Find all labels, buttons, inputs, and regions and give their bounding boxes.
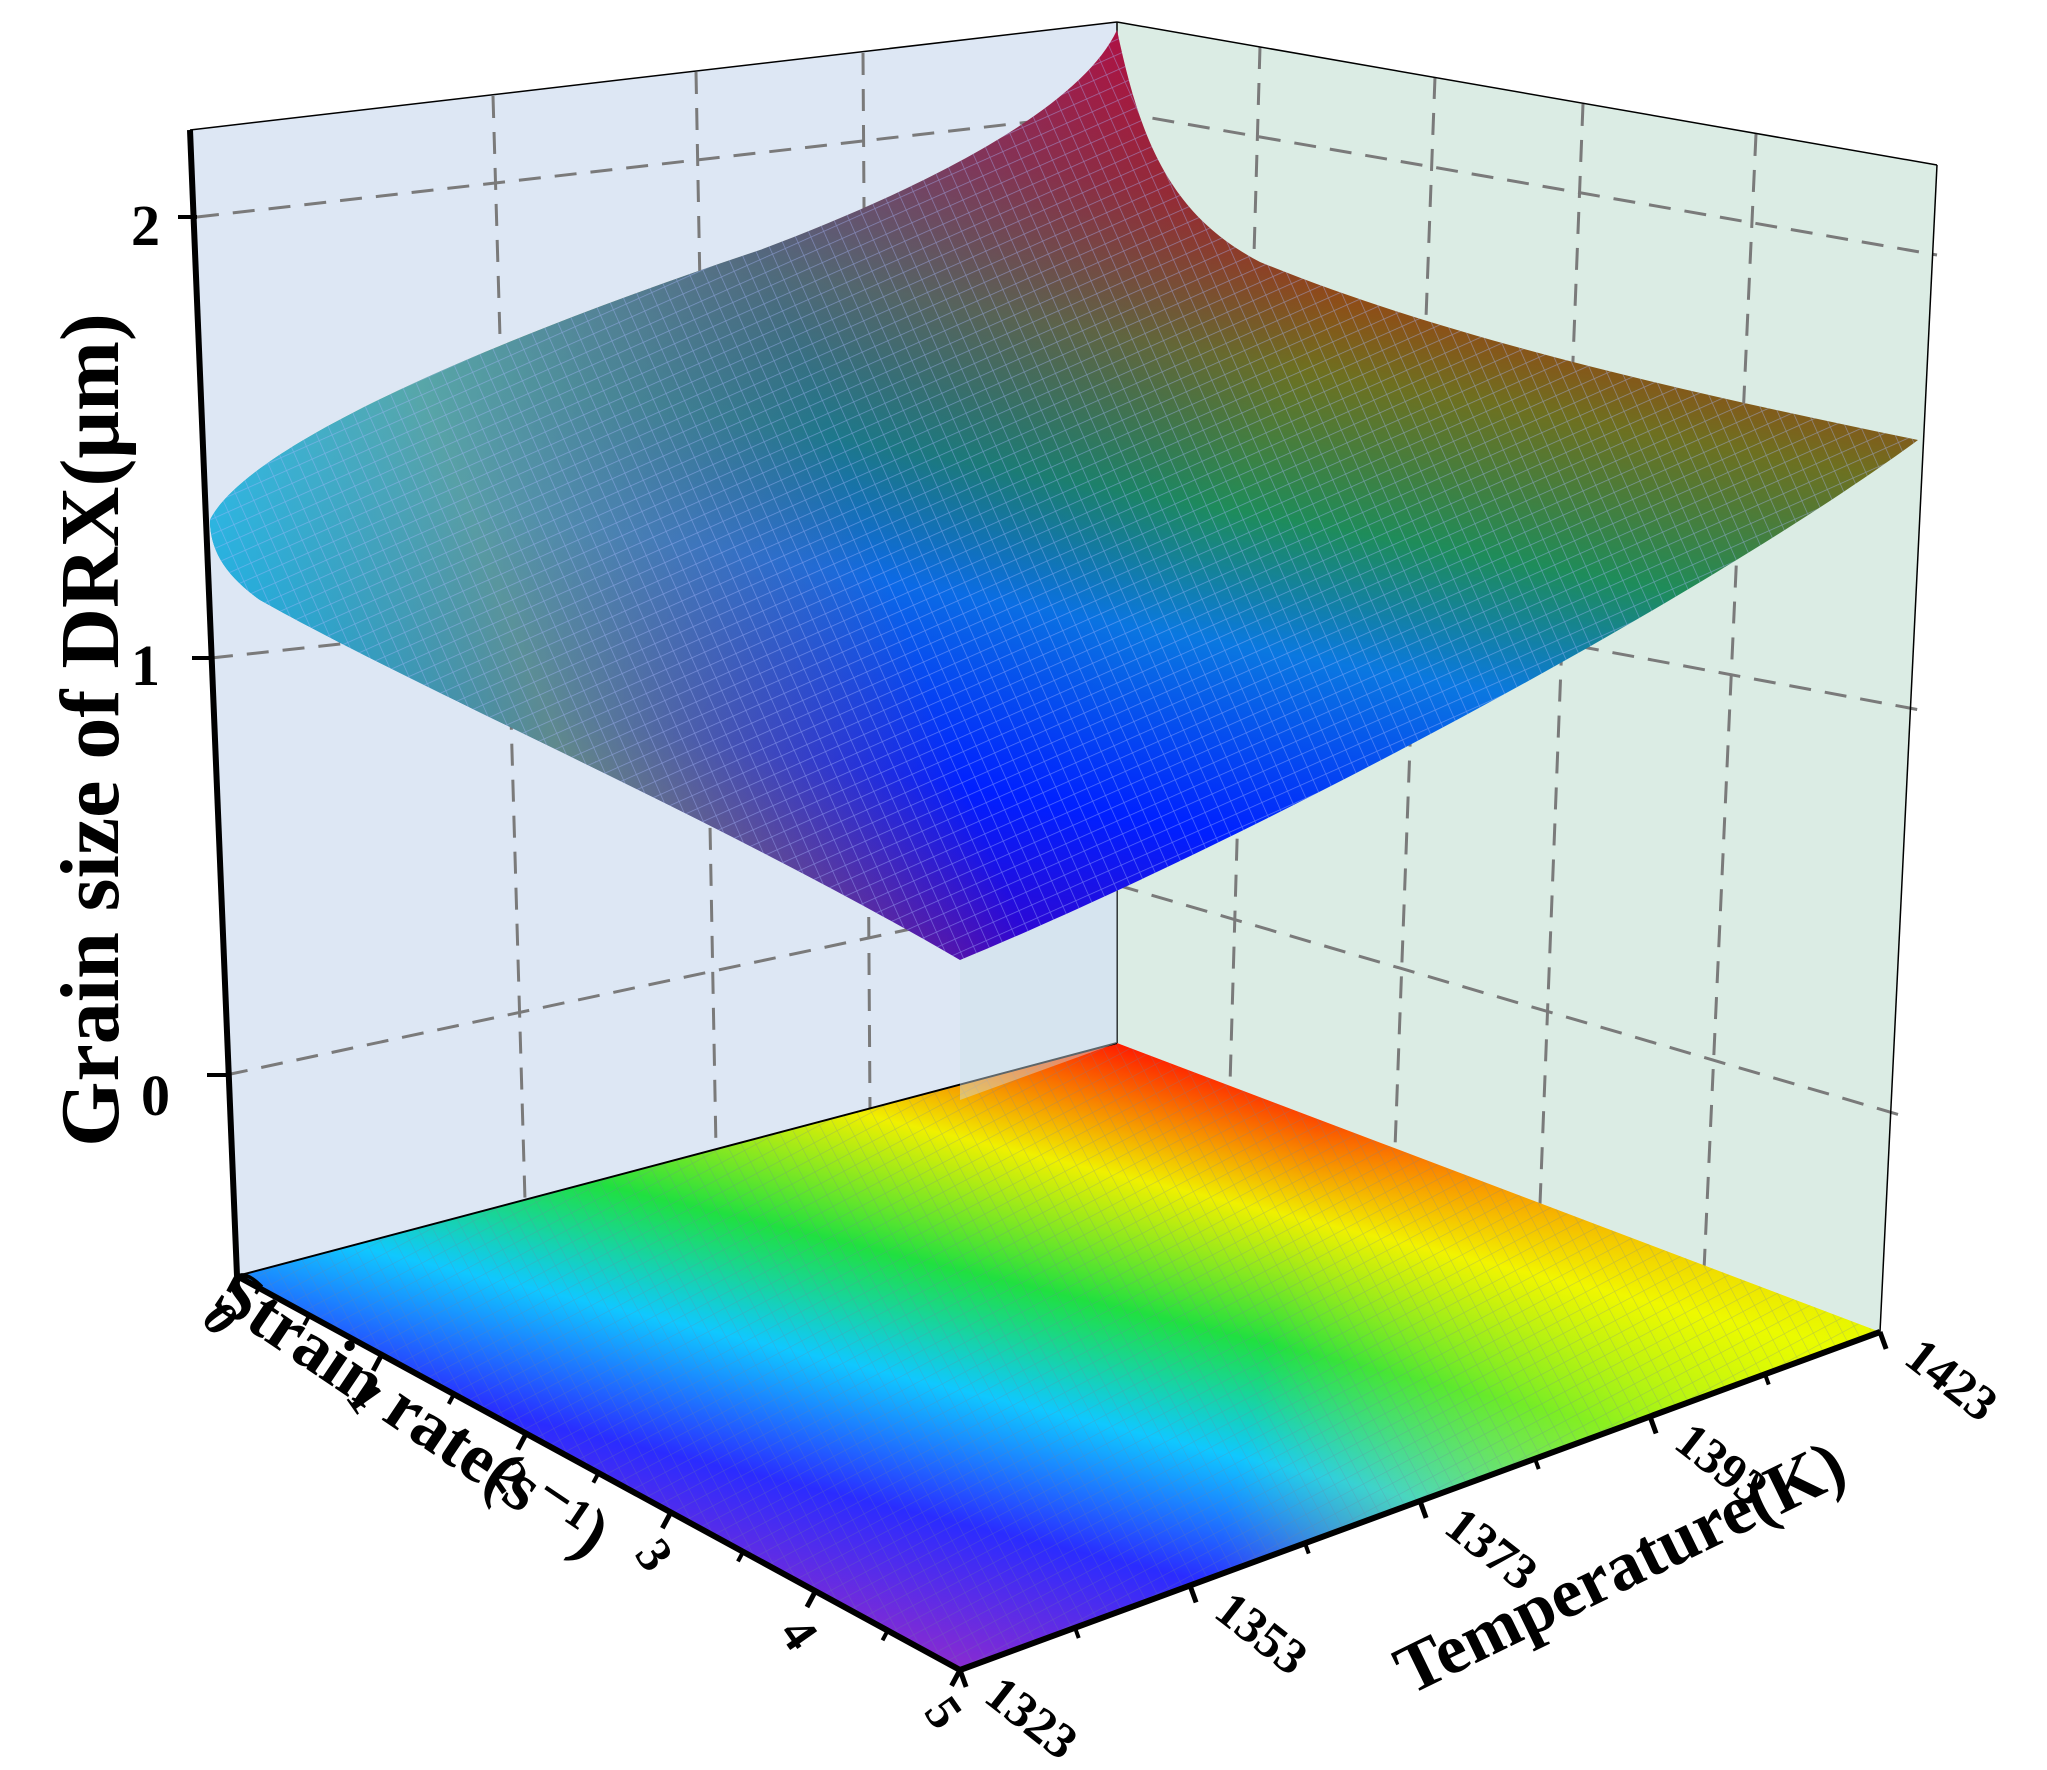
temperature-minor-tick <box>1303 1542 1311 1555</box>
strain-rate-tick <box>226 1274 240 1294</box>
strain-rate-minor-tick <box>736 1550 745 1563</box>
temperature-minor-tick <box>1073 1627 1081 1639</box>
z-tick-label-0: 0 <box>141 1063 170 1128</box>
surface-curtain <box>960 880 1117 1100</box>
strain-rate-minor-tick <box>446 1393 456 1405</box>
strain-rate-tick <box>370 1353 384 1372</box>
grain-size-surface <box>210 30 1918 960</box>
strain-rate-minor-tick <box>880 1629 890 1642</box>
temperature-tick <box>1877 1331 1889 1350</box>
strain-rate-tick-label-5: 5 <box>914 1686 974 1739</box>
z-tick-label-1: 1 <box>131 633 160 698</box>
strain-rate-minor-tick <box>302 1314 312 1327</box>
temperature-tick <box>1187 1584 1199 1604</box>
z-tick-label-2: 2 <box>131 193 160 258</box>
strain-rate-tick <box>660 1511 674 1530</box>
strain-rate-tick-label-3: 3 <box>625 1528 685 1581</box>
temperature-tick-label-1423: 1423 <box>1895 1327 2008 1433</box>
temperature-tick-label-1353: 1353 <box>1205 1580 1318 1686</box>
temperature-tick-label-1323: 1323 <box>975 1665 1088 1770</box>
temperature-tick <box>1647 1415 1659 1435</box>
z-axis-title: Grain size of DRX(μm) <box>44 313 137 1147</box>
z-axis: 0 1 2 Grain size of DRX(μm) <box>44 129 240 1277</box>
temperature-minor-tick <box>1763 1373 1771 1386</box>
strain-rate-minor-tick <box>591 1472 601 1484</box>
strain-rate-tick <box>515 1432 529 1451</box>
temperature-tick <box>957 1669 969 1688</box>
floor-projection <box>236 1042 1880 1670</box>
strain-rate-tick-label-4: 4 <box>769 1607 829 1660</box>
strain-rate-tick <box>804 1590 818 1609</box>
temperature-minor-tick <box>1533 1458 1541 1470</box>
temperature-tick <box>1417 1500 1429 1519</box>
